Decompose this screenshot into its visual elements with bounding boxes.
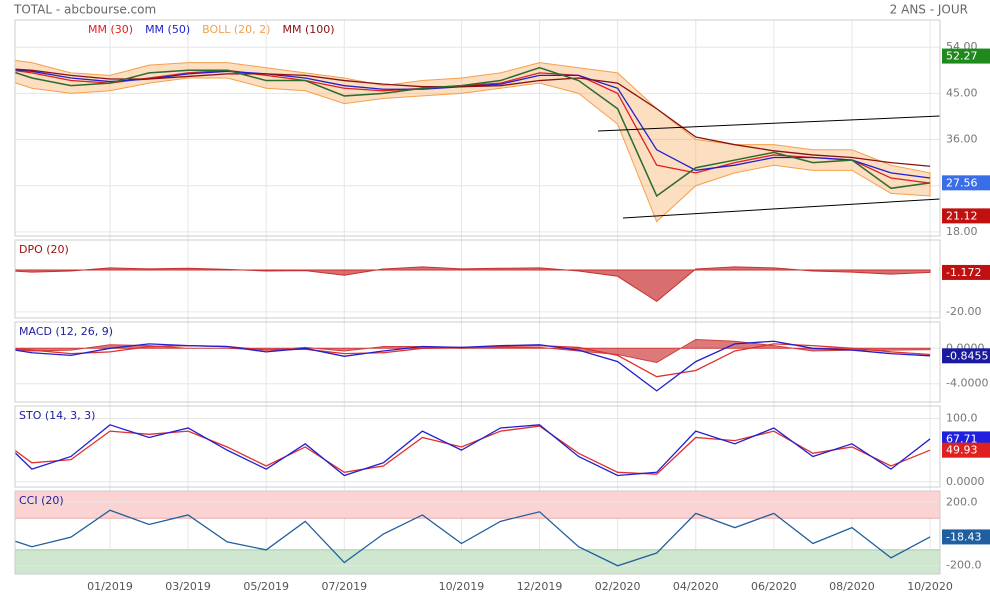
y-tick-label: 36.00 xyxy=(946,133,978,146)
line xyxy=(15,68,931,167)
plot-area xyxy=(15,20,940,575)
line xyxy=(15,424,931,477)
y-tick-label: -4.0000 xyxy=(946,377,988,390)
legend-entry: MM (100) xyxy=(282,23,334,36)
legend-entry: BOLL (20, 2) xyxy=(202,23,270,36)
area xyxy=(15,266,931,303)
panel-title: CCI (20) xyxy=(19,494,64,507)
last-value-box xyxy=(942,431,990,447)
last-value-label: 21.12 xyxy=(946,209,978,222)
x-tick-label: 05/2019 xyxy=(243,580,289,593)
panel-title: DPO (20) xyxy=(19,243,69,256)
legend-entry: MM (50) xyxy=(145,23,190,36)
bollinger-band xyxy=(15,59,931,223)
last-value-label: -18.43 xyxy=(946,530,981,543)
last-value-box xyxy=(942,208,990,224)
oversold-zone xyxy=(15,549,940,575)
last-value-box xyxy=(942,48,990,64)
line xyxy=(15,509,931,567)
last-value-label: 52.27 xyxy=(946,50,978,63)
page-title: TOTAL - abcbourse.com xyxy=(13,3,156,17)
panel-frame xyxy=(14,321,941,403)
last-value-label: 49.93 xyxy=(946,444,978,457)
last-value-label: -1.172 xyxy=(946,266,981,279)
y-tick-label: -200.0 xyxy=(946,559,981,572)
panel-frame xyxy=(14,490,941,575)
panel-title: STO (14, 3, 3) xyxy=(19,409,95,422)
x-tick-label: 03/2019 xyxy=(165,580,211,593)
period: 2 ANS - JOUR xyxy=(890,3,968,17)
overbought-zone xyxy=(15,490,940,519)
x-tick-label: 10/2020 xyxy=(907,580,953,593)
x-tick-label: 12/2019 xyxy=(517,580,563,593)
panel-frame xyxy=(14,405,941,488)
last-value-label: -0.8455 xyxy=(946,349,988,362)
y-tick-label: 200.0 xyxy=(946,495,978,508)
line xyxy=(15,340,931,392)
panel-frame xyxy=(14,239,941,319)
y-tick-label: 45.00 xyxy=(946,86,978,99)
line xyxy=(15,425,931,475)
x-tick-label: 08/2020 xyxy=(829,580,875,593)
trend-line xyxy=(622,198,941,219)
y-tick-label: 18.00 xyxy=(946,225,978,238)
x-tick-label: 02/2020 xyxy=(595,580,641,593)
y-tick-label: 100.0 xyxy=(946,411,978,424)
y-tick-label: -20.00 xyxy=(946,305,981,318)
last-value-box xyxy=(942,175,990,191)
trend-line xyxy=(597,115,941,132)
last-value-box xyxy=(942,529,990,545)
last-value-box xyxy=(942,348,990,364)
last-value-box xyxy=(942,264,990,280)
panel-frame xyxy=(14,19,941,237)
panel-title: MACD (12, 26, 9) xyxy=(19,325,113,338)
x-tick-label: 07/2019 xyxy=(321,580,367,593)
last-value-box xyxy=(942,442,990,458)
legend-entry: MM (30) xyxy=(88,23,133,36)
x-tick-label: 06/2020 xyxy=(751,580,797,593)
price-line xyxy=(15,66,931,198)
x-tick-label: 01/2019 xyxy=(87,580,133,593)
last-value-label: 27.56 xyxy=(946,176,978,189)
y-tick-label: 0.0000 xyxy=(946,475,985,488)
x-tick-label: 10/2019 xyxy=(439,580,485,593)
x-tick-label: 04/2020 xyxy=(673,580,719,593)
area xyxy=(15,338,931,364)
last-value-label: 67.71 xyxy=(946,432,978,445)
